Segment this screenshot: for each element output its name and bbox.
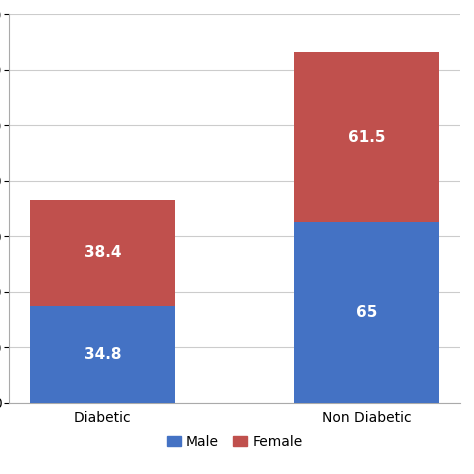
Text: 61.5: 61.5	[348, 129, 385, 145]
Bar	[30, 200, 175, 306]
Bar	[294, 222, 439, 403]
Text: 38.4: 38.4	[84, 246, 121, 261]
Text: 34.8: 34.8	[84, 347, 121, 362]
Bar	[30, 306, 175, 403]
Bar	[294, 52, 439, 222]
Text: 65: 65	[356, 305, 377, 320]
Legend: Male, Female: Male, Female	[161, 429, 308, 454]
